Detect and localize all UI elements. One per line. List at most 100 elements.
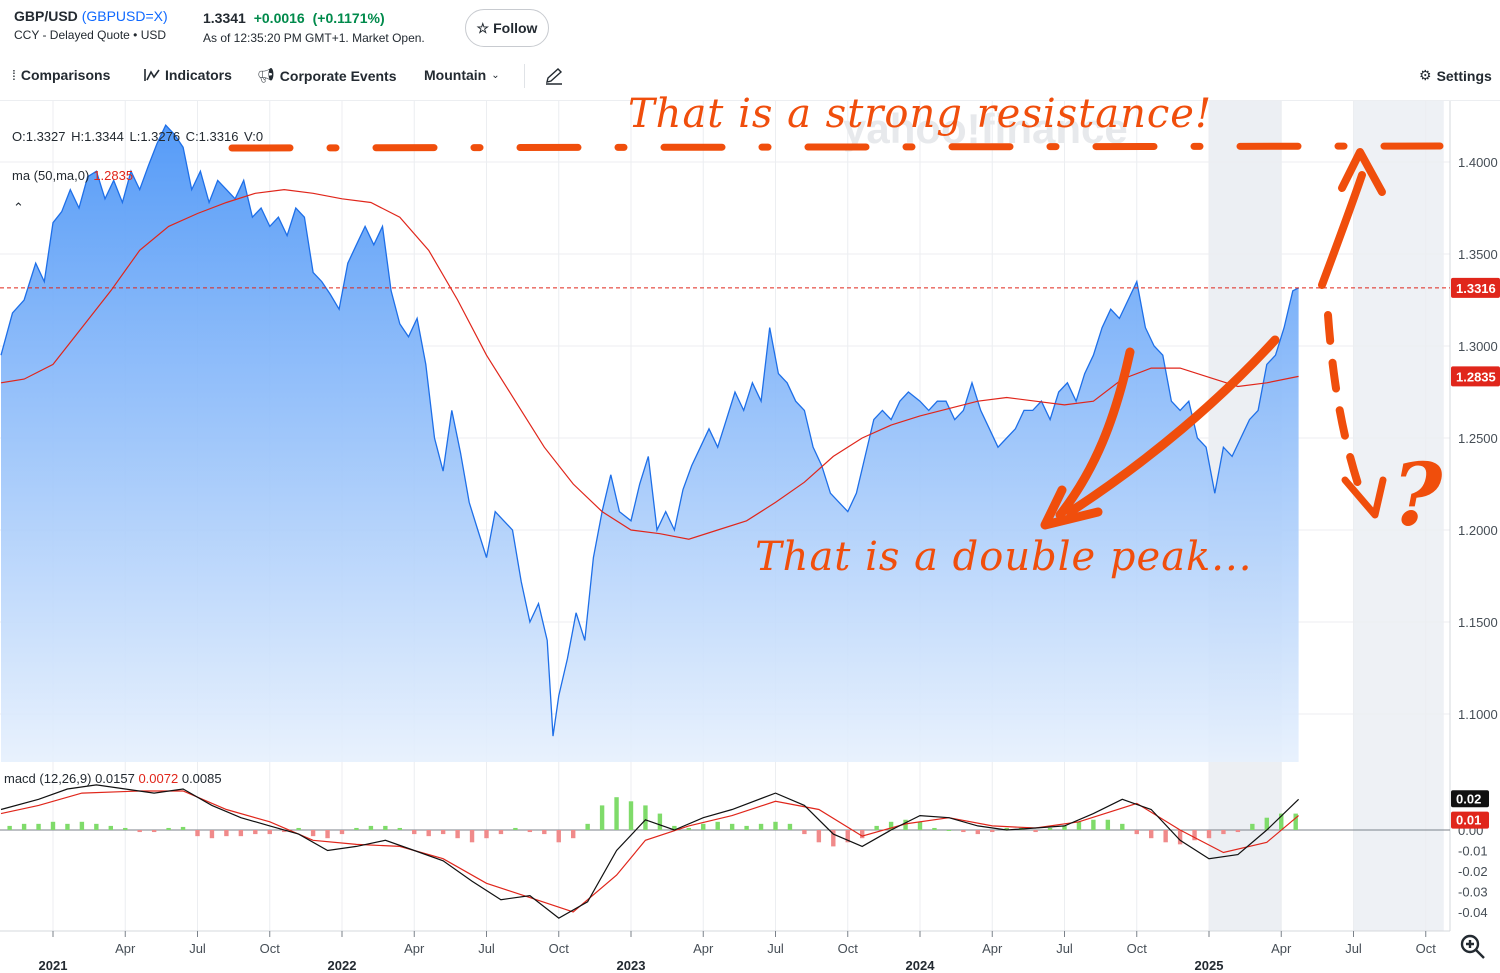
macd-histogram-bar [1206,830,1212,839]
macd-histogram-bar [542,830,547,835]
macd-histogram-bar [79,821,85,830]
macd-histogram-bar [325,830,330,839]
macd-histogram-bar [123,827,128,830]
toolbar-divider-line [0,100,1500,101]
macd-histogram-bar [787,823,793,830]
chevron-down-icon: ⌄ [491,69,500,81]
y-tick-label: 1.2500 [1458,431,1498,446]
macd-histogram-bar [195,830,200,837]
ma-legend-label: ma (50,ma,0) [12,168,90,183]
macd-histogram-bar [628,801,634,830]
x-tick-label: 2021 [39,958,68,973]
macd-histogram-bar [1004,827,1009,830]
indicators-button[interactable]: Indicators [144,67,232,83]
macd-legend[interactable]: macd (12,26,9) 0.0157 0.0072 0.0085 [4,771,222,786]
macd-histogram-bar [238,830,244,837]
quote-header: GBP/USD (GBPUSD=X) CCY - Delayed Quote •… [14,8,168,42]
macd-histogram-bar [484,830,489,839]
macd-histogram-bar [412,830,417,835]
corporate-events-label: Corporate Events [279,67,397,84]
ticker-link[interactable]: (GBPUSD=X) [81,8,168,24]
macd-histogram-bar [1177,830,1183,845]
chart-type-label: Mountain [424,67,487,83]
x-tick-label: Jul [767,941,784,956]
x-tick-label: Apr [693,941,714,956]
indicators-label: Indicators [165,67,232,83]
peak2-arrow [1065,335,1280,517]
macd-line [0,784,1300,919]
macd-histogram-bar [686,827,691,830]
price-change-pct: (+0.1171%) [312,10,385,26]
macd-histogram-bar [426,830,431,837]
down-arrow-shaft [1324,311,1364,494]
pencil-icon [546,68,563,85]
macd-histogram-bar [21,823,27,830]
x-tick-label: 2024 [906,958,936,973]
macd-histogram-bar [65,823,70,830]
macd-histogram-bar [137,830,142,833]
symbol-title: GBP/USD (GBPUSD=X) [14,8,168,24]
pair-name: GBP/USD [14,8,78,24]
megaphone-icon: 📢︎ [257,67,275,83]
macd-histogram-bar [874,825,879,830]
macd-histogram-bar [903,819,908,830]
macd-histogram-bar [773,821,778,830]
peak1-arrow [1055,347,1135,520]
macd-histogram-bar [151,830,157,833]
ma-legend[interactable]: ma (50,ma,0) 1.2835 [12,168,133,183]
chart-type-dropdown[interactable]: Mountain ⌄ [424,67,500,83]
macd-histogram-bar [599,805,605,830]
double-peak-arrow-head [1040,485,1103,530]
macd-histogram-bar [729,823,735,830]
macd-histogram-bar [7,825,12,830]
resistance-annotation: That is a strong resistance! [628,91,1212,137]
macd-histogram-bar [961,830,966,833]
macd-histogram-bar [166,827,171,830]
macd-signal-badge [1451,811,1489,829]
macd-histogram-bar [94,823,99,830]
x-tick-label: Oct [260,941,281,956]
macd-histogram-bar [1120,823,1125,830]
corporate-events-button[interactable]: 📢︎ Corporate Events [257,67,396,84]
x-tick-label: Oct [1127,941,1148,956]
zoom-icon[interactable] [1459,933,1487,961]
macd-histogram-bar [845,830,850,843]
y-tick-label: 1.2000 [1458,523,1498,538]
price-change: +0.0016 [253,10,305,26]
y-tick-label: 1.1500 [1458,615,1498,630]
macd-histogram-bar [831,830,836,847]
macd-histogram-bar [1293,813,1298,830]
gear-icon: ⚙ [1419,67,1432,83]
macd-histogram-bar [888,821,894,830]
macd-histogram-bar [802,830,807,835]
macd-histogram-bar [1134,830,1139,835]
macd-histogram-bar [701,823,706,830]
ma-line [0,188,1299,540]
settings-button[interactable]: ⚙ Settings [1419,67,1492,84]
macd-histogram-bar [657,813,663,830]
macd-histogram-bar [860,830,865,839]
x-tick-label: Jul [189,941,206,956]
x-tick-label: Apr [982,941,1003,956]
macd-histogram-bar [282,830,287,833]
macd-histogram-bar [1105,819,1111,830]
draw-button[interactable] [544,67,564,85]
x-tick-label: Jul [1056,941,1073,956]
last-price: 1.3341 [203,10,246,26]
macd-histogram-bar [990,830,995,833]
indicators-icon [144,69,160,81]
macd-histogram-bar [1221,830,1226,835]
macd-histogram-bar [585,823,590,830]
ma-last-badge [1451,366,1500,387]
macd-y-tick-label: -0.03 [1458,885,1488,900]
x-tick-label: Jul [478,941,495,956]
comparisons-icon: ⁞ [12,67,16,83]
follow-button[interactable]: ☆ Follow [465,9,549,47]
chart-toolbar: ⁞ Comparisons Indicators 📢︎ Corporate Ev… [0,60,1500,92]
comparisons-button[interactable]: ⁞ Comparisons [12,67,110,83]
up-arrow-shaft [1318,171,1366,289]
macd-histogram-bar [50,821,56,830]
as-of-text: As of 12:35:20 PM GMT+1. Market Open. [203,31,425,45]
collapse-legend-icon[interactable]: ⌃ [13,200,24,215]
